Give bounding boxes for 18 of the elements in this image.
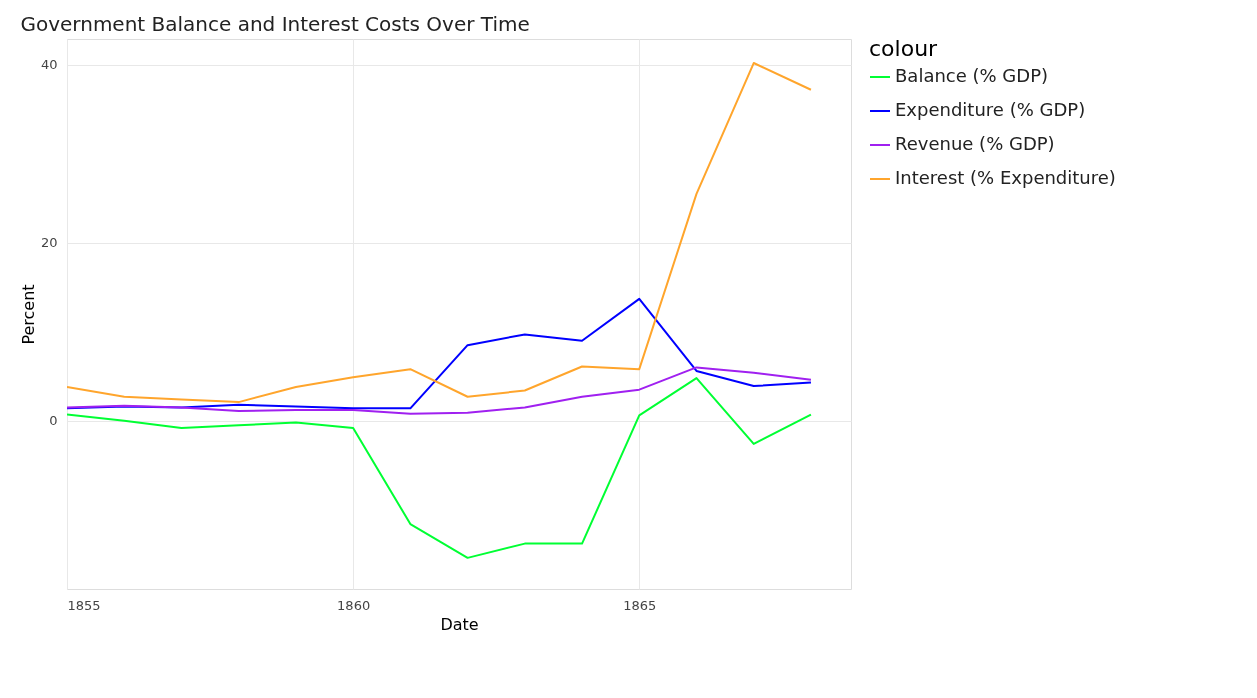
legend-label: Revenue (% GDP) xyxy=(895,133,1055,154)
line-series xyxy=(67,297,812,410)
x-axis-title: Date xyxy=(440,614,479,634)
y-tick-label: 0 xyxy=(49,413,58,429)
legend-label: Expenditure (% GDP) xyxy=(895,99,1086,120)
line-series xyxy=(67,366,812,415)
legend-label: Interest (% Expenditure) xyxy=(895,167,1116,188)
x-tick-label: 1855 xyxy=(67,597,101,613)
legend-label: Balance (% GDP) xyxy=(895,65,1049,86)
y-tick-label: 20 xyxy=(40,235,58,251)
chart-title: Government Balance and Interest Costs Over Time xyxy=(20,12,530,36)
y-axis-title: Percent xyxy=(18,284,38,345)
legend-title: colour xyxy=(869,36,939,61)
x-tick-label: 1860 xyxy=(337,597,371,613)
line-series xyxy=(67,62,812,404)
x-tick-label: 1865 xyxy=(623,597,657,613)
line-series xyxy=(67,377,812,559)
y-tick-label: 40 xyxy=(40,57,58,73)
